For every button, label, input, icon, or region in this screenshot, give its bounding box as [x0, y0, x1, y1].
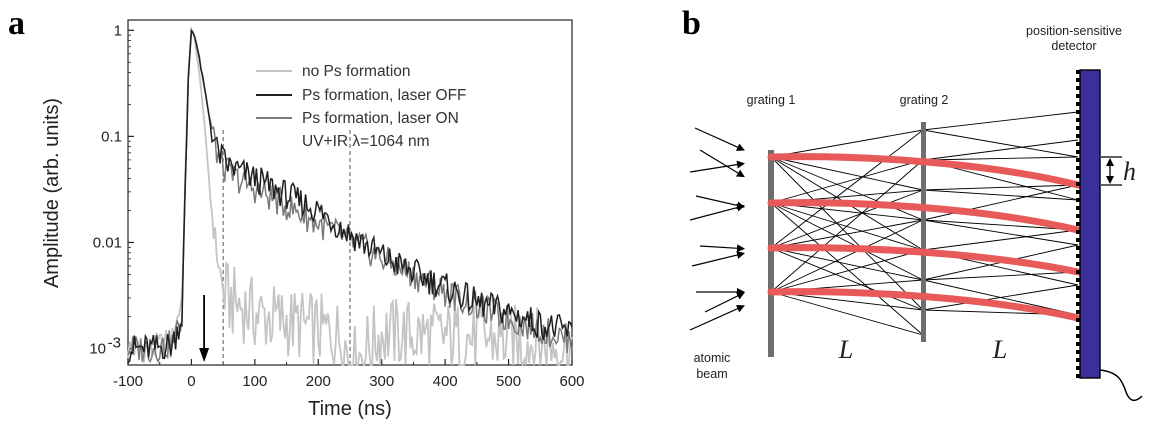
ray [770, 159, 924, 293]
ray [922, 184, 1079, 191]
ray [770, 156, 924, 311]
beam-arrow [691, 251, 745, 267]
fringe-curve [767, 288, 1082, 322]
ray [770, 247, 924, 311]
x-tick-label: 100 [242, 373, 267, 390]
ray [770, 189, 924, 249]
ray [770, 219, 924, 249]
fringe-curve [767, 244, 1082, 276]
y-tick-label: 1 [114, 22, 122, 39]
panel-a-letter: a [8, 5, 25, 42]
ray [922, 139, 1079, 161]
y-tick-label: 0.1 [101, 128, 122, 145]
ray [770, 159, 924, 204]
ray [770, 129, 924, 158]
beam-arrow [704, 292, 745, 313]
x-tick-label: 500 [496, 373, 521, 390]
beam-arrow [689, 203, 745, 221]
detector-label-line1: position-sensitive [1026, 24, 1122, 38]
distance-label-1: L [838, 335, 853, 364]
grating-1-label: grating 1 [747, 93, 796, 107]
series-lines [127, 25, 573, 368]
beam-arrow [699, 149, 745, 178]
series-line-1 [127, 28, 573, 364]
ray [922, 156, 1079, 161]
x-tick-label: 400 [433, 373, 458, 390]
y-axis-title: Amplitude (arb. units) [41, 98, 63, 288]
ray [922, 229, 1079, 251]
ray [770, 247, 924, 281]
ray [922, 184, 1079, 221]
ray [922, 129, 1079, 158]
period-label: h [1123, 157, 1136, 186]
incoming-beam-arrows [689, 127, 745, 331]
x-tick-label: -100 [113, 373, 143, 390]
beam-label-line1: atomic [694, 351, 731, 365]
detector [1079, 69, 1101, 379]
time-arrow [199, 295, 210, 362]
x-tick-label: 300 [369, 373, 394, 390]
legend-label-uv-ir: UV+IR λ=1064 nm [302, 133, 430, 150]
ray [770, 291, 924, 336]
ray [770, 156, 924, 191]
beam-arrow [689, 305, 745, 331]
grating-2 [921, 122, 926, 342]
ray [922, 271, 1079, 281]
grating-2-label: grating 2 [900, 93, 949, 107]
beam-label-line2: beam [696, 367, 727, 381]
beam-arrow [694, 127, 745, 151]
legend-label-no-ps: no Ps formation [302, 63, 411, 80]
detector-label-line2: detector [1051, 39, 1096, 53]
x-tick-label: 0 [187, 373, 195, 390]
grating-1 [768, 150, 774, 357]
legend-label-laser-on: Ps formation, laser ON [302, 110, 459, 127]
panel-b-letter: b [682, 5, 701, 42]
ray [922, 219, 1079, 246]
x-tick-label: 600 [559, 373, 584, 390]
legend: no Ps formation Ps formation, laser OFF … [256, 63, 467, 150]
fringe-curves [767, 153, 1082, 322]
chart-a: -100 0 100 200 300 400 500 600 10 -3 0.01 0.1 1 Time… [41, 19, 585, 420]
x-axis-title: Time (ns) [308, 398, 392, 420]
fringe-curve [767, 153, 1082, 189]
x-tick-label: 200 [306, 373, 331, 390]
diffraction-rays [770, 111, 1079, 336]
series-line-0 [127, 25, 573, 368]
detector-cable [1099, 369, 1143, 402]
y-tick-label: 10 [89, 341, 106, 358]
legend-label-laser-off: Ps formation, laser OFF [302, 87, 467, 104]
distance-label-2: L [992, 335, 1007, 364]
ray [770, 202, 924, 281]
ray [922, 189, 1079, 201]
y-tick-label: 0.01 [93, 234, 122, 251]
ray [922, 219, 1079, 231]
period-indicator [1101, 156, 1122, 186]
ray [770, 219, 924, 293]
time-arrow-head [199, 348, 210, 362]
interferometer-diagram: position-sensitive detector grating 1 gr… [689, 24, 1143, 402]
ray [770, 202, 924, 336]
y-tick-exponent: -3 [108, 335, 121, 352]
fringe-curve [767, 199, 1082, 234]
ray [770, 129, 924, 249]
beam-arrow [695, 195, 745, 210]
ray [922, 284, 1079, 311]
ray [770, 249, 924, 293]
beam-arrow [689, 160, 745, 173]
ray [922, 111, 1079, 131]
beam-arrow [699, 244, 745, 253]
